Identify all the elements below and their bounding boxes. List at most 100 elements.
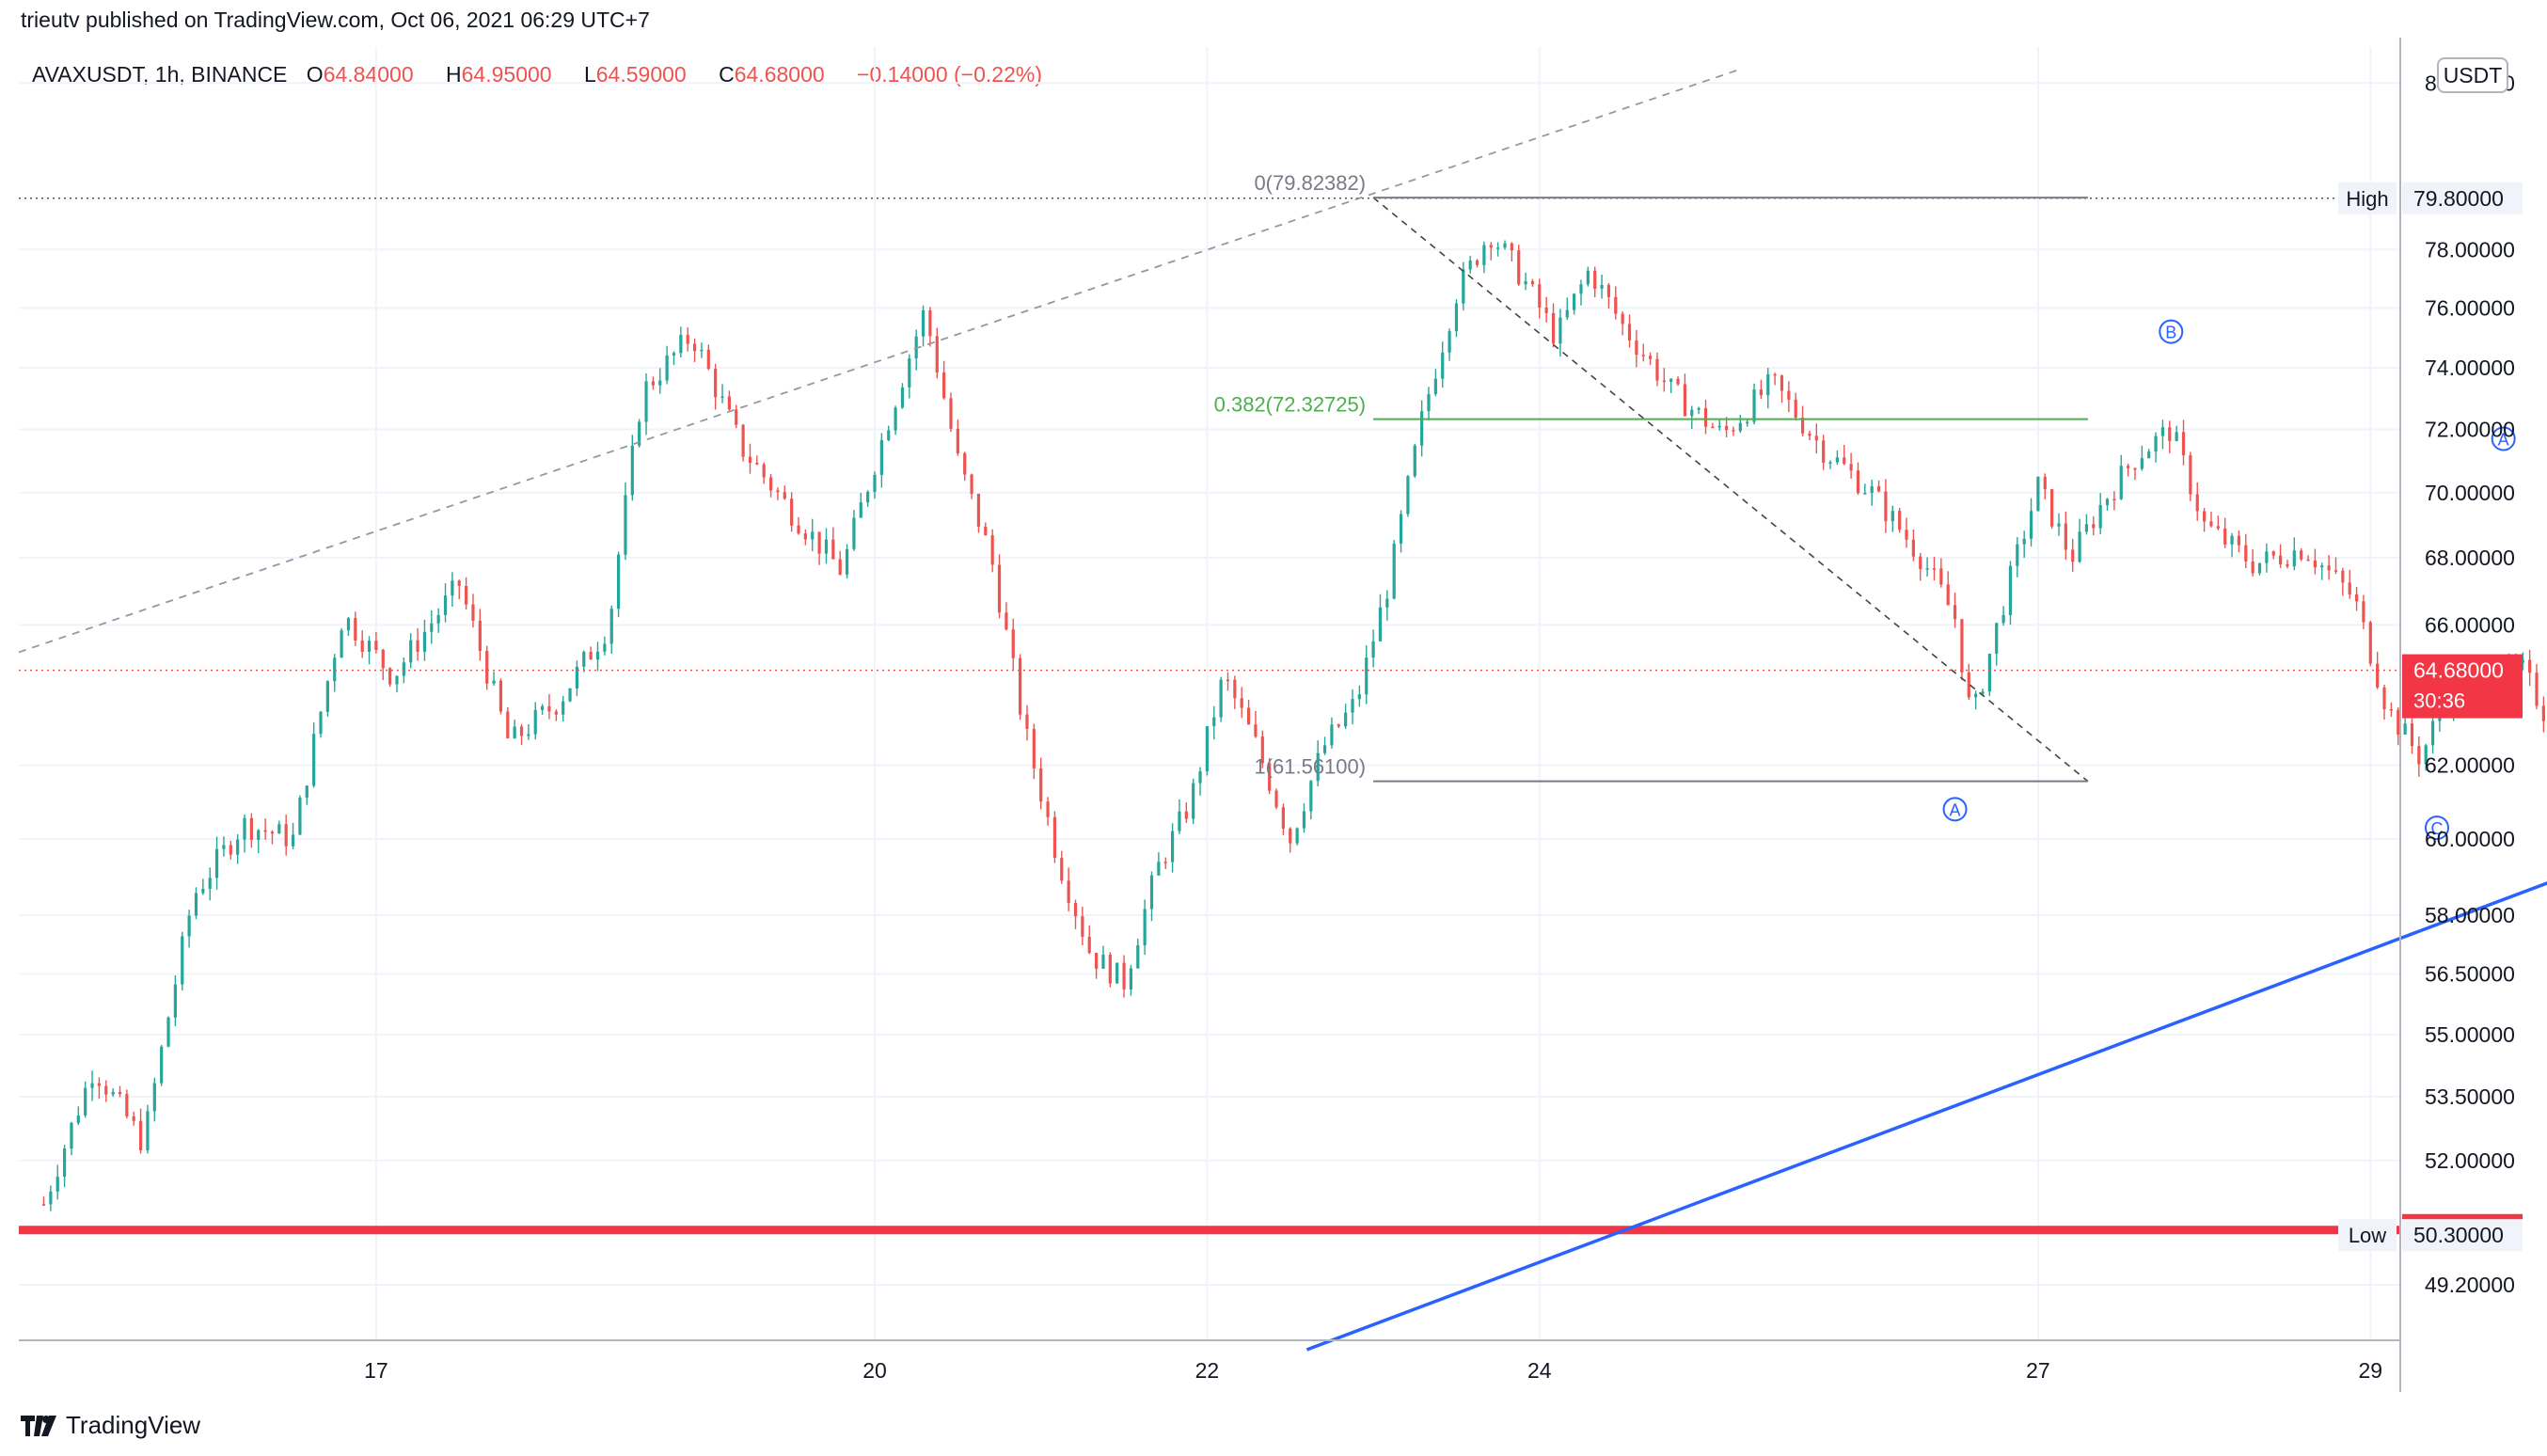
candle-body — [859, 502, 862, 518]
candle-body — [2376, 663, 2380, 688]
candles — [41, 240, 2545, 1211]
candle-body — [388, 668, 392, 685]
tradingview-brand[interactable]: TradingView — [21, 1411, 200, 1440]
candle-body — [811, 531, 815, 540]
candle-body — [374, 641, 378, 650]
candle-body — [2362, 601, 2365, 623]
candle-body — [1482, 245, 1486, 265]
candle-body — [1005, 612, 1008, 630]
candle-body — [928, 309, 932, 337]
x-tick-label: 17 — [364, 1358, 388, 1383]
wave-label-circle[interactable] — [2491, 426, 2516, 451]
fib-diagonal-dashed-line[interactable] — [1372, 197, 2089, 783]
candle-body — [1496, 247, 1500, 249]
candle-body — [1302, 811, 1306, 829]
candle-body — [638, 421, 641, 446]
candle-body — [942, 372, 946, 399]
hl-value-bg — [2402, 182, 2523, 214]
candle-body — [1441, 352, 1445, 379]
candle-body — [1946, 584, 1950, 606]
wave-label-circle[interactable] — [1942, 797, 1968, 822]
candle-body — [1046, 801, 1050, 817]
candle-body — [624, 495, 627, 555]
candle-body — [1655, 358, 1659, 381]
candle-body — [1503, 243, 1507, 248]
candle-body — [582, 652, 586, 667]
candle-body — [1357, 694, 1361, 700]
candle-body — [249, 817, 253, 840]
candle-body — [1606, 284, 1611, 297]
candle-body — [1843, 457, 1846, 465]
candle-body — [1565, 309, 1569, 318]
candle-body — [2354, 593, 2359, 602]
candle-body — [1274, 790, 1278, 808]
candle-body — [1517, 250, 1521, 285]
candle-body — [2430, 720, 2435, 746]
candle-body — [2528, 659, 2532, 673]
candle-body — [1573, 293, 1576, 310]
candle-body — [1849, 464, 1853, 471]
hl-label-bg — [2338, 1219, 2397, 1252]
candle-body — [194, 893, 198, 916]
candle-body — [679, 335, 683, 354]
candle-body — [181, 936, 184, 985]
candle-body — [187, 915, 191, 937]
candle-body — [1551, 312, 1556, 344]
y-tick-label: 74.00000 — [2425, 356, 2515, 380]
candle-body — [1905, 530, 1908, 540]
candle-body — [1925, 568, 1929, 570]
candle-body — [547, 705, 551, 712]
candle-body — [921, 309, 925, 337]
y-tick-label: 55.00000 — [2425, 1022, 2515, 1047]
wave-label-circle[interactable] — [2424, 815, 2449, 841]
candle-body — [956, 428, 959, 453]
candle-body — [1960, 619, 1964, 673]
candle-body — [949, 398, 953, 429]
wave-label-a: A — [1950, 800, 1961, 819]
candle-body — [41, 1204, 46, 1206]
candle-body — [1143, 909, 1147, 946]
candle-body — [2105, 499, 2110, 505]
publisher-line: trieutv published on TradingView.com, Oc… — [21, 8, 650, 32]
candle-body — [2168, 427, 2172, 441]
candle-body — [1544, 308, 1548, 313]
candle-body — [879, 439, 883, 475]
candle-body — [1184, 811, 1188, 819]
fib-trend-dashed-line[interactable] — [18, 69, 1740, 654]
candle-body — [1351, 699, 1354, 713]
candle-body — [2223, 528, 2227, 545]
currency-badge[interactable] — [2437, 57, 2508, 93]
candle-body — [2306, 559, 2310, 562]
candle-body — [1281, 807, 1285, 829]
candle-body — [2403, 723, 2407, 735]
candle-body — [852, 517, 856, 549]
candle-body — [1987, 654, 1991, 692]
candle-body — [222, 845, 226, 849]
candle-body — [2257, 562, 2262, 574]
candle-body — [70, 1122, 73, 1149]
candle-body — [1939, 568, 1943, 585]
candle-body — [1399, 514, 1403, 544]
candle-body — [2216, 526, 2220, 529]
candle-body — [2368, 622, 2372, 664]
candle-body — [319, 711, 323, 735]
trendline[interactable] — [1305, 356, 2547, 1352]
candle-body — [1454, 303, 1459, 332]
candle-body — [1205, 726, 1210, 772]
candle-body — [2071, 549, 2075, 562]
candle-body — [1787, 390, 1791, 400]
candle-body — [2050, 489, 2054, 527]
y-tick-label: 72.00000 — [2425, 417, 2515, 441]
candle-body — [90, 1083, 94, 1088]
candle-body — [2244, 545, 2248, 562]
candle-body — [1995, 623, 1999, 655]
candle-body — [2389, 709, 2393, 711]
candle-body — [1711, 426, 1715, 429]
candle-body — [720, 396, 724, 399]
candle-body — [1911, 539, 1915, 557]
candle-body — [2300, 550, 2303, 560]
close-label: C — [719, 62, 735, 87]
candle-body — [1766, 373, 1770, 396]
wave-label-circle[interactable] — [2159, 319, 2184, 344]
